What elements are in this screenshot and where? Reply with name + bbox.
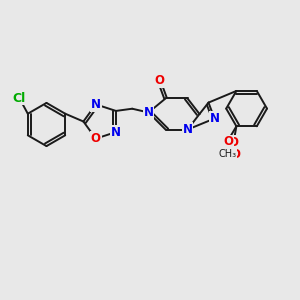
Text: N: N xyxy=(143,106,154,119)
Text: N: N xyxy=(182,123,193,136)
Text: CH₃: CH₃ xyxy=(218,149,236,160)
Text: N: N xyxy=(111,126,121,139)
Text: O: O xyxy=(228,136,239,149)
Text: O: O xyxy=(91,132,101,145)
Text: O: O xyxy=(154,74,164,88)
Text: Cl: Cl xyxy=(13,92,26,105)
Text: N: N xyxy=(91,98,101,111)
Text: O: O xyxy=(230,148,241,161)
Text: N: N xyxy=(209,112,220,125)
Text: O: O xyxy=(223,135,233,148)
